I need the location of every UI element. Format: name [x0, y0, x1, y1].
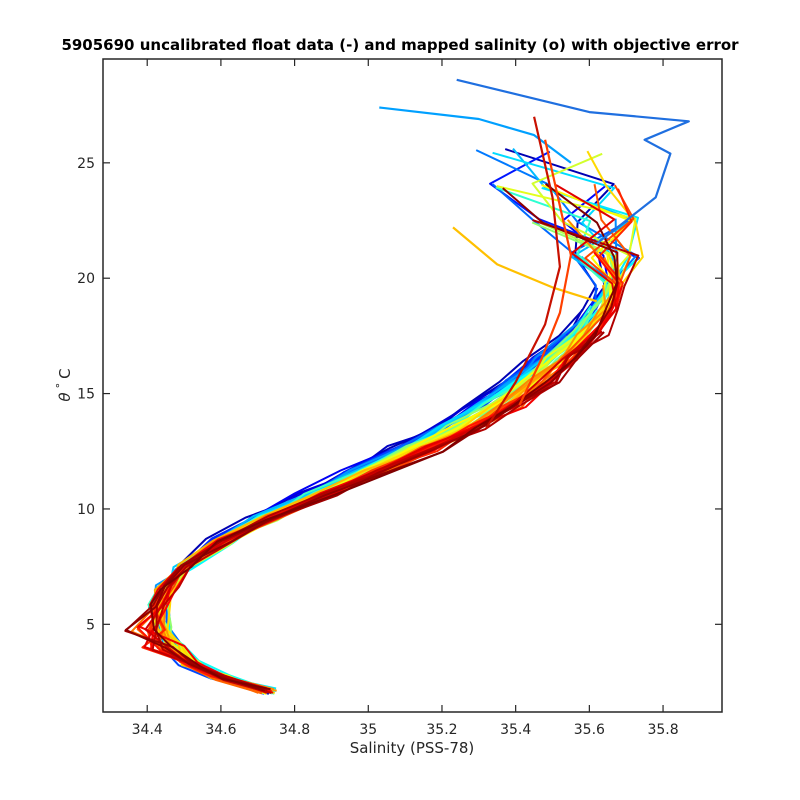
highlight-profile-1 [456, 78, 690, 245]
y-tick-label-4: 20 [77, 271, 95, 287]
highlight-profile-4 [518, 139, 573, 406]
x-tick-label-1: 34.4 [132, 722, 163, 738]
profile-line-39 [166, 150, 644, 694]
chart-title: 5905690 uncalibrated float data (-) and … [61, 36, 739, 54]
profile-line-60 [149, 183, 618, 691]
highlight-profile-5 [485, 116, 562, 429]
x-tick-label-8: 35.8 [647, 722, 678, 738]
x-axis-label: Salinity (PSS-78) [350, 739, 475, 757]
x-tick-label-4: 35 [359, 722, 377, 738]
y-tick-label-3: 15 [77, 387, 95, 403]
y-axis-unit: C [56, 368, 74, 378]
x-tick-label-3: 34.8 [279, 722, 310, 738]
x-tick-label-6: 35.4 [500, 722, 531, 738]
x-tick-label-5: 35.2 [426, 722, 457, 738]
y-tick-label-5: 25 [77, 156, 95, 172]
y-axis-degree: ° [54, 383, 67, 389]
profiles-group [124, 78, 690, 695]
x-tick-label-2: 34.6 [205, 722, 236, 738]
y-tick-label-2: 10 [77, 502, 95, 518]
y-axis-label: θ ° C [54, 368, 74, 401]
plot-area [103, 59, 722, 712]
y-tick-label-1: 5 [86, 617, 95, 633]
highlight-profile-2 [379, 106, 572, 164]
highlight-profile-3 [452, 226, 598, 303]
axis-ticks: 34.4 34.6 34.8 35 35.2 35.4 35.6 35.8 5 10 15 20 25 [77, 59, 722, 738]
x-tick-label-7: 35.6 [574, 722, 605, 738]
profile-line-59 [124, 187, 619, 692]
plot-frame [102, 58, 723, 713]
y-axis-theta: θ [56, 392, 74, 401]
profile-line-57 [155, 219, 640, 691]
